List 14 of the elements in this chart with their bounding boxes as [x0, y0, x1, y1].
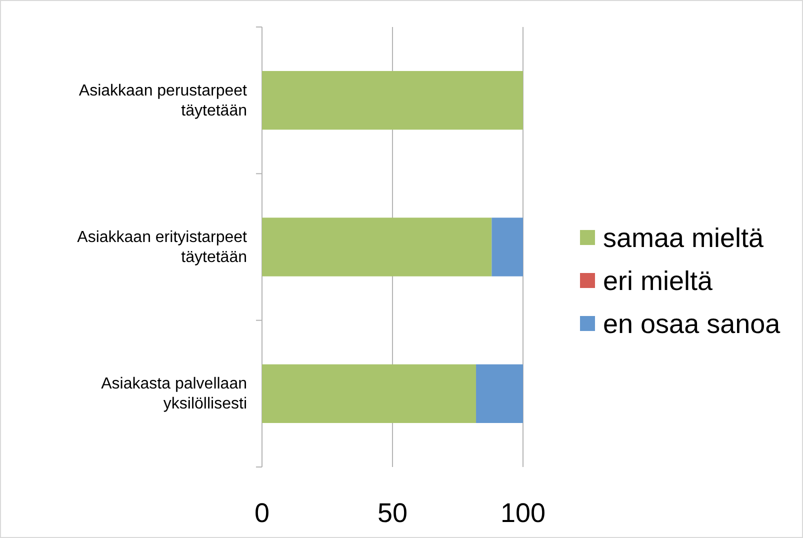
- legend-label: en osaa sanoa: [603, 309, 782, 339]
- bar: [262, 218, 492, 276]
- x-tick-label: 0: [254, 498, 270, 528]
- y-tick-label: Asiakkaan perustarpeet täytetään: [78, 82, 248, 120]
- legend-label: samaa mieltä: [603, 223, 765, 253]
- y-tick-label: Asiakkaan erityistarpeet täytetään: [77, 229, 248, 266]
- bar: [492, 218, 523, 276]
- x-tick-label: 50: [377, 498, 408, 528]
- bar: [476, 364, 523, 423]
- bar: [262, 71, 523, 130]
- x-tick-label: 100: [500, 498, 546, 528]
- y-tick-label: Asiakasta palvellaan yksilöllisesti: [101, 376, 247, 413]
- legend-label: eri mieltä: [603, 266, 714, 296]
- bar: [262, 364, 476, 423]
